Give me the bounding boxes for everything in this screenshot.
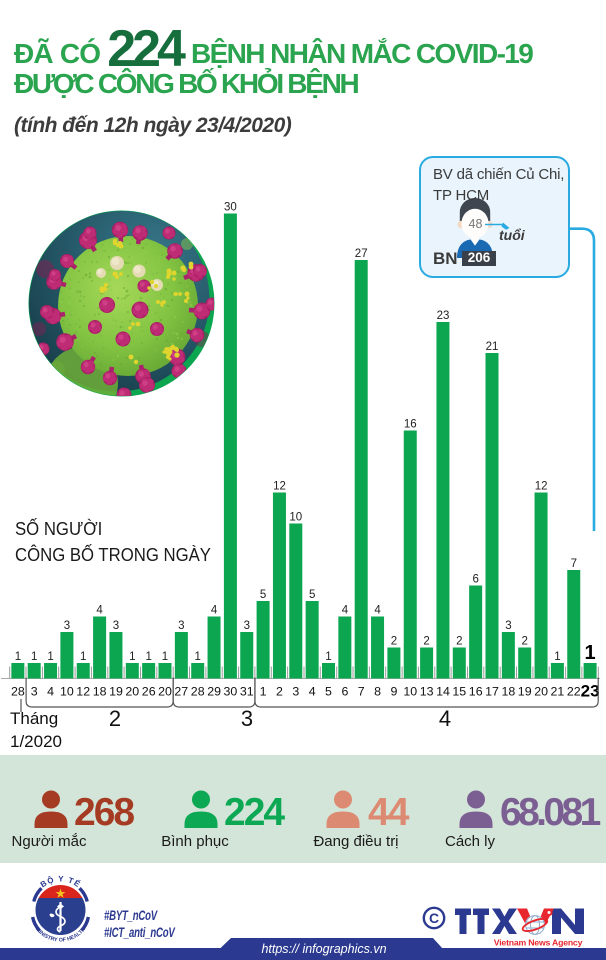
svg-text:27: 27 xyxy=(174,685,188,699)
svg-text:1/2020: 1/2020 xyxy=(10,732,62,751)
svg-text:2: 2 xyxy=(521,636,527,648)
svg-text:30: 30 xyxy=(224,685,238,699)
svg-text:3: 3 xyxy=(292,685,299,699)
svg-text:Vietnam News Agency: Vietnam News Agency xyxy=(494,938,583,948)
svg-text:4: 4 xyxy=(47,685,54,699)
svg-text:22: 22 xyxy=(567,685,581,699)
svg-text:1: 1 xyxy=(585,642,596,664)
svg-text:17: 17 xyxy=(485,685,499,699)
svg-text:https:// infographics.vn: https:// infographics.vn xyxy=(261,942,386,956)
svg-text:19: 19 xyxy=(109,685,123,699)
svg-text:23: 23 xyxy=(437,310,450,322)
svg-text:1: 1 xyxy=(554,651,560,663)
svg-text:48: 48 xyxy=(469,217,483,231)
svg-text:13: 13 xyxy=(420,685,434,699)
svg-text:1: 1 xyxy=(260,685,267,699)
svg-text:16: 16 xyxy=(469,685,483,699)
svg-text:31: 31 xyxy=(240,685,254,699)
svg-text:27: 27 xyxy=(355,248,368,260)
svg-text:1: 1 xyxy=(80,651,86,663)
svg-text:C: C xyxy=(429,910,439,926)
svg-text:20: 20 xyxy=(534,685,548,699)
svg-text:2: 2 xyxy=(276,685,283,699)
svg-text:BỘ Y TẾ: BỘ Y TẾ xyxy=(39,874,83,889)
svg-text:2: 2 xyxy=(109,706,121,731)
svg-text:21: 21 xyxy=(551,685,565,699)
svg-text:1: 1 xyxy=(47,651,53,663)
svg-text:4: 4 xyxy=(439,706,451,731)
svg-text:5: 5 xyxy=(309,589,315,601)
svg-text:18: 18 xyxy=(93,685,107,699)
svg-text:5: 5 xyxy=(260,589,266,601)
svg-text:4: 4 xyxy=(309,685,316,699)
svg-text:12: 12 xyxy=(273,481,286,493)
svg-text:Tháng: Tháng xyxy=(10,709,58,728)
svg-text:1: 1 xyxy=(162,651,168,663)
svg-text:1: 1 xyxy=(31,651,37,663)
svg-text:12: 12 xyxy=(535,481,548,493)
svg-text:18: 18 xyxy=(502,685,516,699)
svg-text:29: 29 xyxy=(207,685,221,699)
svg-text:6: 6 xyxy=(472,574,478,586)
svg-text:3: 3 xyxy=(64,620,70,632)
svg-text:15: 15 xyxy=(452,685,466,699)
svg-text:1: 1 xyxy=(145,651,151,663)
svg-text:2: 2 xyxy=(391,636,397,648)
svg-text:7: 7 xyxy=(571,558,577,570)
svg-text:19: 19 xyxy=(518,685,532,699)
svg-text:4: 4 xyxy=(211,605,218,617)
svg-text:20: 20 xyxy=(125,685,139,699)
svg-text:1: 1 xyxy=(325,651,331,663)
svg-text:23: 23 xyxy=(581,682,600,701)
svg-text:8: 8 xyxy=(374,685,381,699)
svg-text:3: 3 xyxy=(178,620,184,632)
svg-text:30: 30 xyxy=(224,202,237,214)
svg-text:1: 1 xyxy=(129,651,135,663)
svg-text:10: 10 xyxy=(60,685,74,699)
svg-text:6: 6 xyxy=(341,685,348,699)
svg-text:14: 14 xyxy=(436,685,450,699)
svg-text:1: 1 xyxy=(194,651,200,663)
svg-text:2: 2 xyxy=(456,636,462,648)
svg-text:3: 3 xyxy=(241,706,253,731)
svg-text:21: 21 xyxy=(486,341,499,353)
svg-text:28: 28 xyxy=(191,685,205,699)
svg-text:10: 10 xyxy=(403,685,417,699)
svg-text:20: 20 xyxy=(158,685,172,699)
svg-text:3: 3 xyxy=(31,685,38,699)
svg-text:4: 4 xyxy=(374,605,381,617)
svg-text:3: 3 xyxy=(113,620,119,632)
svg-text:16: 16 xyxy=(404,419,417,431)
svg-text:2: 2 xyxy=(423,636,429,648)
svg-text:9: 9 xyxy=(390,685,397,699)
svg-text:3: 3 xyxy=(505,620,511,632)
svg-text:28: 28 xyxy=(11,685,25,699)
svg-text:26: 26 xyxy=(142,685,156,699)
svg-text:3: 3 xyxy=(244,620,250,632)
svg-text:12: 12 xyxy=(76,685,90,699)
svg-text:1: 1 xyxy=(15,651,21,663)
svg-text:4: 4 xyxy=(342,605,349,617)
svg-text:10: 10 xyxy=(289,512,302,524)
svg-text:7: 7 xyxy=(358,685,365,699)
svg-text:4: 4 xyxy=(96,605,103,617)
svg-text:5: 5 xyxy=(325,685,332,699)
